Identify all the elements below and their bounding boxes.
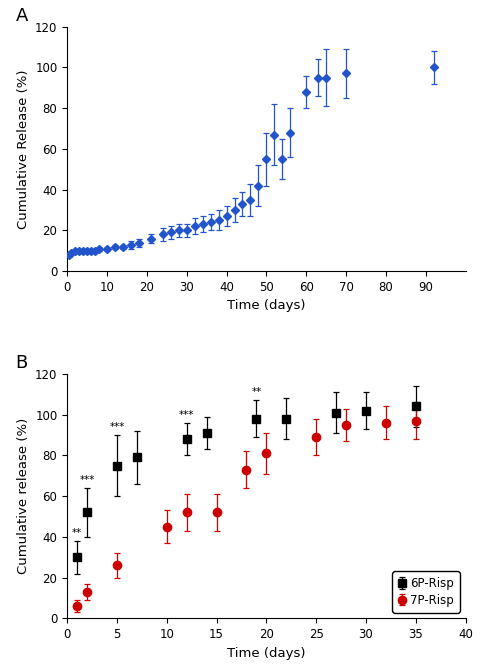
Text: ***: *** — [79, 475, 95, 485]
Y-axis label: Cumulative Release (%): Cumulative Release (%) — [16, 69, 30, 229]
Text: ***: *** — [179, 410, 194, 420]
Text: **: ** — [252, 387, 262, 397]
X-axis label: Time (days): Time (days) — [227, 299, 306, 313]
Text: B: B — [15, 354, 28, 372]
Text: **: ** — [72, 528, 82, 538]
Text: ***: *** — [109, 422, 125, 432]
X-axis label: Time (days): Time (days) — [227, 647, 306, 660]
Text: A: A — [15, 7, 28, 25]
Legend: 6P-Risp, 7P-Risp: 6P-Risp, 7P-Risp — [392, 571, 460, 612]
Y-axis label: Cumulative release (%): Cumulative release (%) — [16, 418, 30, 575]
